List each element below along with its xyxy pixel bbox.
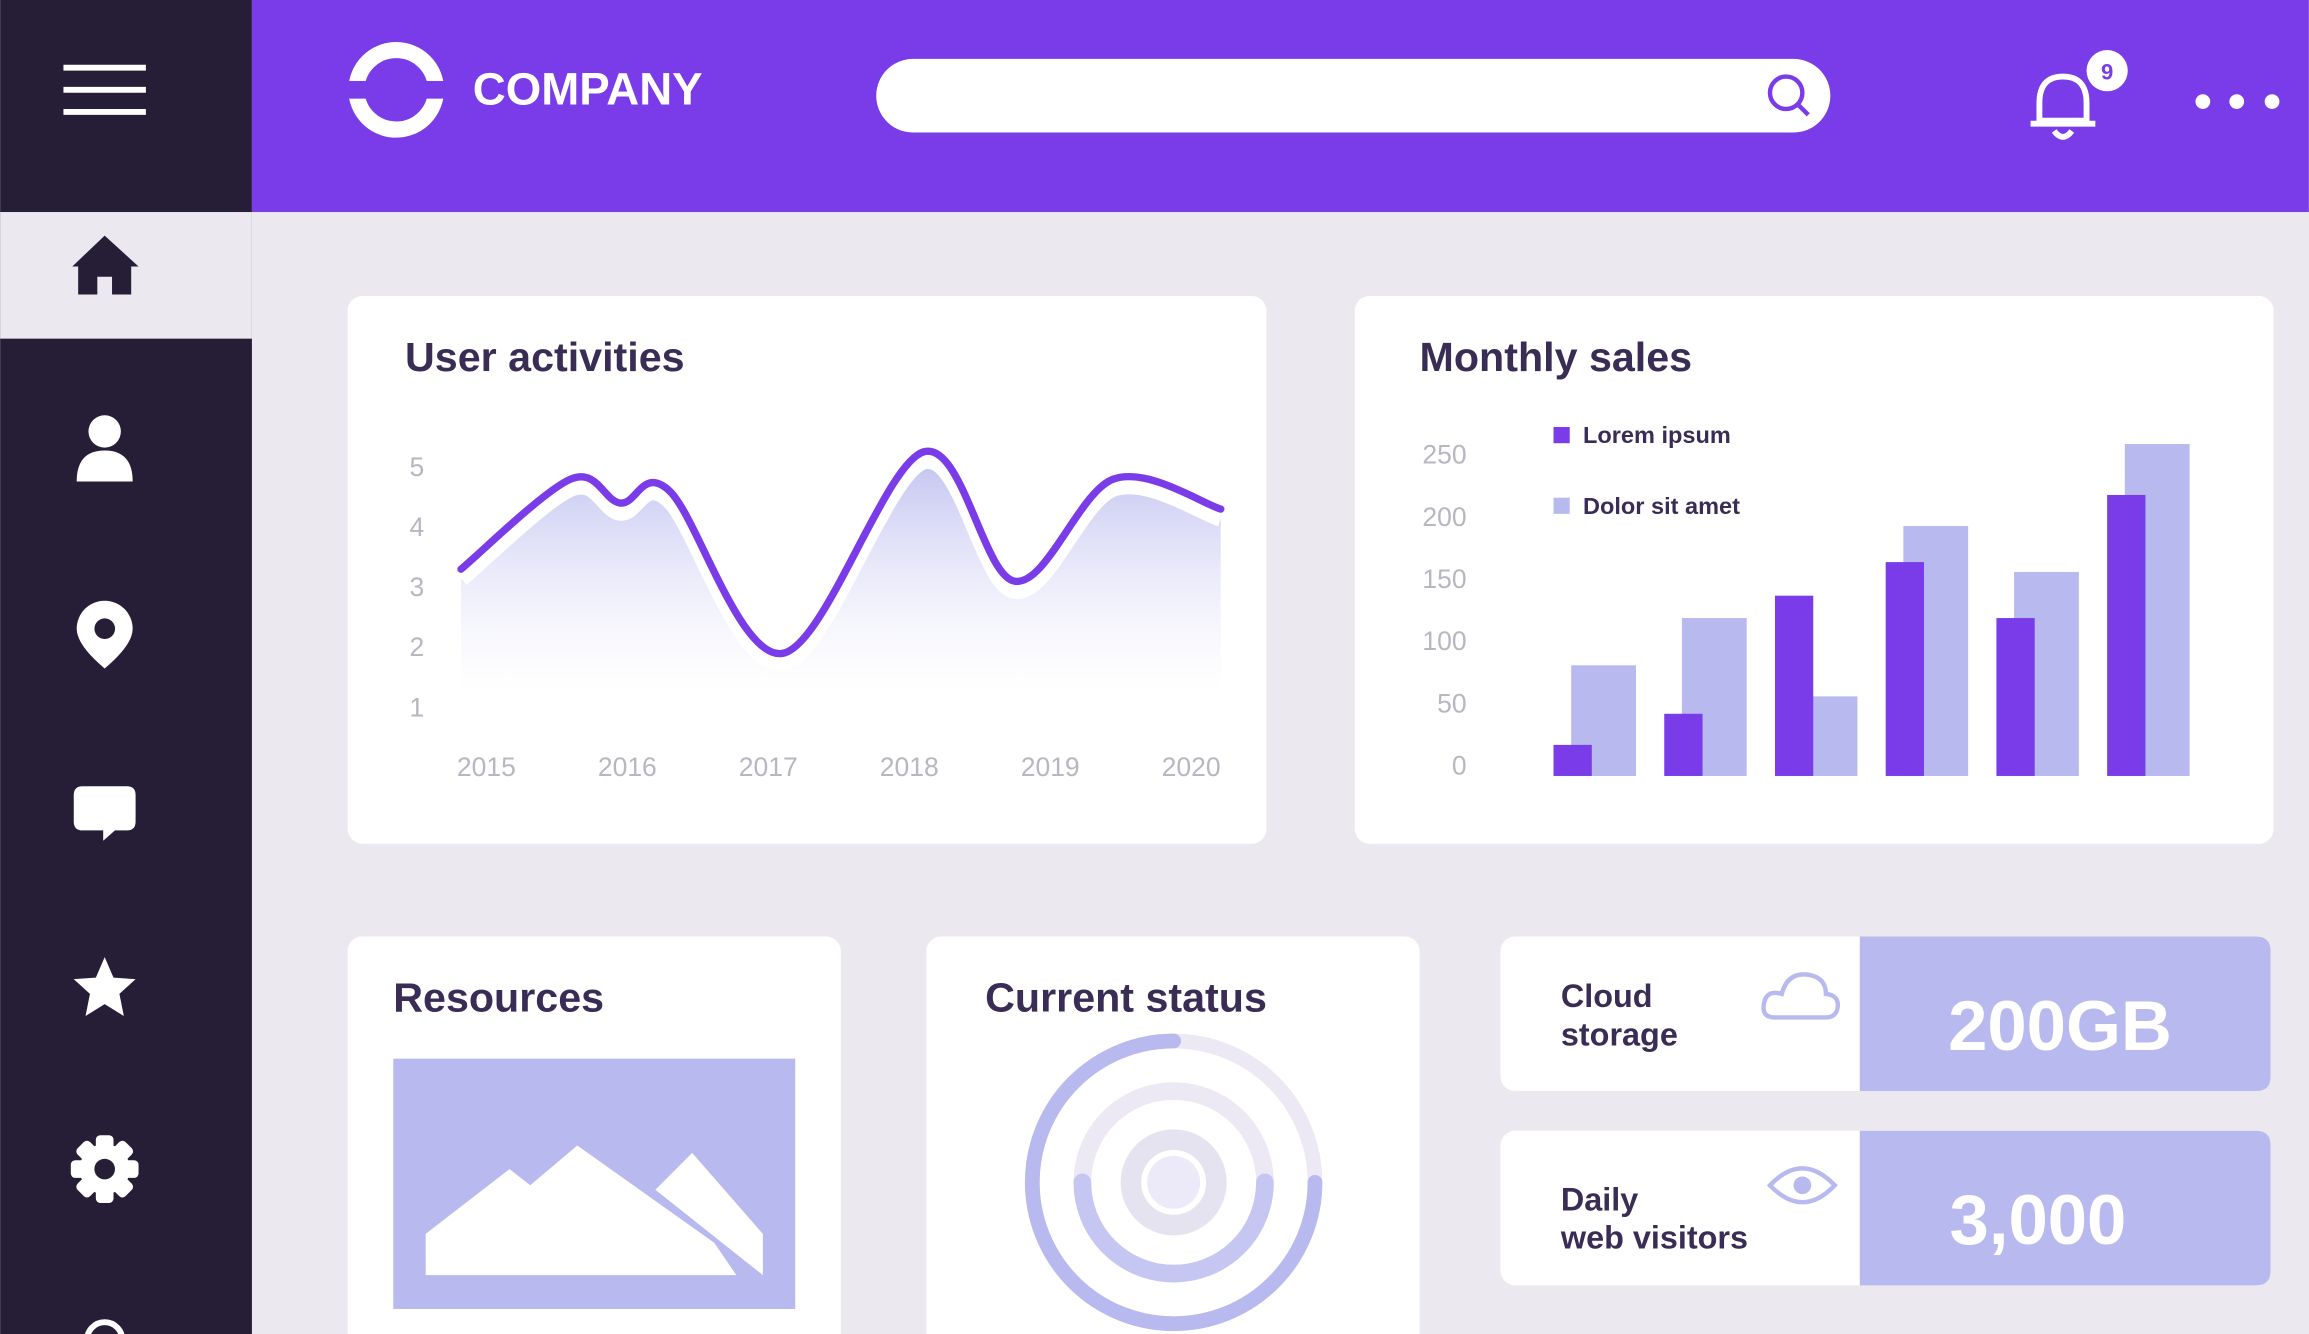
y-tick-label: 5 <box>409 452 424 482</box>
status-gauge <box>1024 1033 1323 1332</box>
stat-value-panel <box>1859 1130 2271 1286</box>
y-tick-label: 200 <box>1422 502 1466 532</box>
stat-value: 200GB <box>1948 986 2172 1065</box>
menu-button[interactable] <box>63 64 146 115</box>
y-tick-label: 250 <box>1422 440 1466 470</box>
bar <box>1664 713 1703 776</box>
legend-label: Dolor sit amet <box>1583 493 1740 519</box>
bar <box>1553 744 1592 776</box>
cloud-icon <box>1761 972 1841 1020</box>
bar <box>2107 494 2146 776</box>
legend-swatch <box>1553 497 1570 514</box>
chart-title: User activities <box>405 334 685 380</box>
line-halo <box>455 451 1224 672</box>
eye-pupil <box>1793 1176 1812 1195</box>
more-nav-icon[interactable] <box>84 1319 125 1334</box>
card-title: Current status <box>985 975 1267 1021</box>
legend-label: Lorem ipsum <box>1583 422 1731 448</box>
y-tick-label: 50 <box>1437 688 1466 718</box>
x-tick-label: 2018 <box>880 752 939 782</box>
area-fill <box>460 451 1221 693</box>
bar <box>1774 595 1814 776</box>
bar-chart: Monthly sales 0 50 100 150 200 250 Lorem ipsum… <box>1420 334 2190 780</box>
y-tick-label: 150 <box>1422 564 1466 594</box>
bar <box>1885 562 1924 776</box>
brand: COMPANY <box>473 64 703 115</box>
y-tick-label: 1 <box>409 692 424 722</box>
bell-icon[interactable] <box>2030 73 2096 140</box>
sidebar <box>0 0 252 1334</box>
star-icon[interactable] <box>73 957 136 1016</box>
stat-value-panel <box>1859 936 2271 1092</box>
notification-badge <box>2086 50 2128 92</box>
chat-icon[interactable] <box>73 786 136 841</box>
stat-value: 3,000 <box>1950 1180 2127 1259</box>
y-tick-label: 3 <box>409 572 424 602</box>
stat-label: storage <box>1561 1016 1678 1052</box>
y-tick-label: 0 <box>1452 750 1467 780</box>
stat-label: web visitors <box>1560 1220 1748 1256</box>
stat-label: Daily <box>1561 1181 1638 1217</box>
settings-icon[interactable] <box>70 1135 139 1203</box>
x-tick-label: 2020 <box>1162 752 1221 782</box>
stat-label: Cloud <box>1561 978 1653 1014</box>
y-tick-label: 100 <box>1422 626 1466 656</box>
legend-swatch <box>1553 426 1570 444</box>
line-chart: User activities 1 2 3 4 5 2015 2016 2017 2018 201… <box>405 334 1225 782</box>
card-title: Resources <box>393 975 604 1021</box>
x-tick-label: 2017 <box>739 752 798 782</box>
mountain-icon <box>425 1145 763 1276</box>
card <box>347 295 1267 844</box>
y-tick-label: 4 <box>409 512 424 542</box>
x-tick-label: 2015 <box>457 752 516 782</box>
line <box>457 447 1225 658</box>
chart-title: Monthly sales <box>1420 334 1693 380</box>
notification-count: 9 <box>2101 60 2113 85</box>
more-menu[interactable] <box>2195 94 2280 109</box>
logo-gap <box>341 80 454 99</box>
search-icon[interactable] <box>1767 74 1810 117</box>
bar <box>1996 618 2035 776</box>
x-tick-label: 2019 <box>1021 752 1080 782</box>
y-tick-label: 2 <box>409 632 424 662</box>
search-box[interactable] <box>876 58 1831 133</box>
home-icon[interactable] <box>72 235 139 295</box>
location-icon[interactable] <box>76 600 133 669</box>
x-tick-label: 2016 <box>598 752 657 782</box>
eye-icon <box>1766 1166 1838 1205</box>
user-icon[interactable] <box>76 415 133 482</box>
